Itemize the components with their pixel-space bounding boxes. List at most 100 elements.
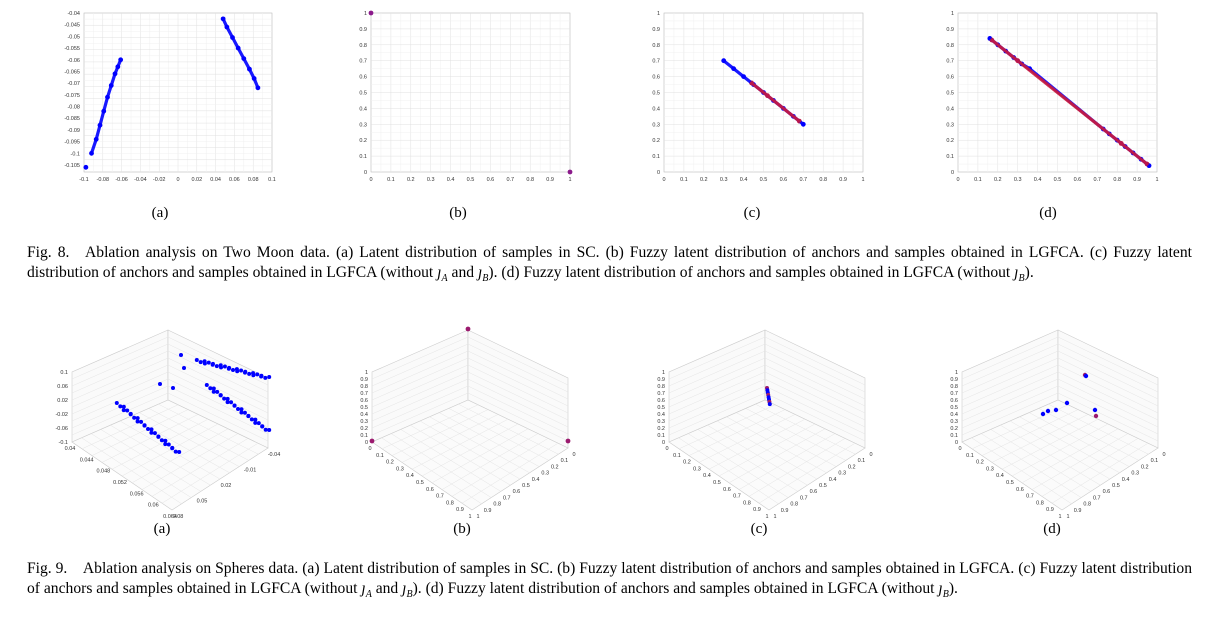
caption-text: ). xyxy=(948,579,958,597)
fig9-panel-c: 00.10.20.30.40.50.60.70.80.9100.10.20.30… xyxy=(657,329,873,537)
x-tick-label: 0.3 xyxy=(693,466,701,472)
gridline xyxy=(1057,336,1159,386)
gridline xyxy=(110,424,211,486)
gridline xyxy=(668,385,766,429)
x-tick-label: 0.7 xyxy=(733,494,741,500)
gridline xyxy=(764,392,866,442)
caption-text: and xyxy=(371,579,403,597)
symbol-jB: ȷB xyxy=(477,263,489,284)
z-tick-label: 0 xyxy=(662,440,665,446)
data-point xyxy=(1040,411,1046,417)
data-series xyxy=(990,38,1149,166)
x-tick-label: 0.08 xyxy=(248,177,259,183)
y-tick-label: -0.07 xyxy=(67,81,80,87)
y-tick-label: 0.6 xyxy=(1103,489,1111,495)
y-tick-label: 0.2 xyxy=(946,138,954,144)
y-tick-label: 0.7 xyxy=(946,59,954,65)
gridline xyxy=(167,371,269,421)
x-tick-label: 0.9 xyxy=(1046,507,1054,513)
z-tick-label: 0.1 xyxy=(360,433,368,439)
y-tick-label: 0.4 xyxy=(829,477,837,483)
subfigure-label: (b) xyxy=(449,205,467,221)
z-tick-label: -0.06 xyxy=(55,426,68,432)
gridline xyxy=(697,429,798,492)
gridline xyxy=(678,437,779,505)
fig9-panel-a: 0.10.060.02-0.02-0.06-0.10.040.0440.0480… xyxy=(55,329,280,537)
data-point xyxy=(121,404,126,409)
y-tick-label: -0.1 xyxy=(71,151,80,157)
data-point xyxy=(219,365,224,370)
data-point xyxy=(239,410,244,415)
y-tick-label: 0.3 xyxy=(838,471,846,477)
gridline xyxy=(371,336,469,380)
data-point xyxy=(239,368,244,373)
z-tick-label: 1 xyxy=(662,370,665,376)
y-tick-label: 0.5 xyxy=(359,91,367,97)
data-point xyxy=(218,393,223,398)
y-tick-label: 0 xyxy=(1162,452,1165,458)
y-tick-label: 0.2 xyxy=(848,464,856,470)
x-tick-label: 0.8 xyxy=(1113,177,1121,183)
y-tick-label: 0.3 xyxy=(1131,471,1139,477)
data-point xyxy=(225,400,230,405)
gridline xyxy=(961,385,1059,429)
x-tick-label: 0.4 xyxy=(740,177,748,183)
y-tick-label: 0.2 xyxy=(652,138,660,144)
x-tick-label: 1 xyxy=(568,177,571,183)
gridline xyxy=(668,371,766,415)
y-tick-label: 0.1 xyxy=(946,154,954,160)
x-tick-label: 0.2 xyxy=(683,460,691,466)
y-tick-label: 0.7 xyxy=(503,495,511,501)
gridline xyxy=(151,438,249,497)
gridline xyxy=(1057,343,1159,393)
y-tick-label: 0.4 xyxy=(1122,477,1130,483)
data-point xyxy=(232,403,237,408)
gridline xyxy=(71,350,169,394)
data-point xyxy=(222,364,227,369)
x-tick-label: 0.2 xyxy=(994,177,1002,183)
data-point xyxy=(1045,408,1051,414)
x-tick-label: 0.6 xyxy=(426,487,434,493)
gridline xyxy=(961,343,1059,387)
gridline xyxy=(1057,378,1159,428)
x-tick-label: 0.2 xyxy=(407,177,415,183)
gridline xyxy=(971,437,1072,505)
x-tick-label: 0.7 xyxy=(1093,177,1101,183)
x-tick-label: 0.5 xyxy=(416,480,424,486)
data-point xyxy=(253,420,258,425)
subfigure-label: (c) xyxy=(744,205,761,221)
x-tick-label: 0.3 xyxy=(396,466,404,472)
gridline xyxy=(467,336,569,386)
x-tick-label: 0.9 xyxy=(1133,177,1141,183)
data-point xyxy=(1053,407,1059,413)
y-tick-label: 1 xyxy=(476,514,479,520)
x-tick-label: -0.02 xyxy=(153,177,166,183)
x-tick-label: 1 xyxy=(861,177,864,183)
data-point xyxy=(170,446,175,451)
symbol-jA: ȷA xyxy=(437,263,448,284)
y-tick-label: 0.02 xyxy=(221,483,232,489)
y-tick-label: 0.3 xyxy=(652,122,660,128)
gridline xyxy=(1057,357,1159,407)
x-tick-label: 0.1 xyxy=(268,177,276,183)
data-point xyxy=(135,416,140,421)
data-point xyxy=(263,427,268,432)
data-point xyxy=(206,360,211,365)
gridline xyxy=(764,343,866,393)
z-tick-label: 0.9 xyxy=(360,377,368,383)
x-tick-label: 0.06 xyxy=(148,503,159,509)
z-tick-label: 0.2 xyxy=(950,426,958,432)
z-tick-label: -0.1 xyxy=(59,440,68,446)
y-tick-label: 0.5 xyxy=(819,483,827,489)
data-point xyxy=(242,410,247,415)
data-point xyxy=(236,407,240,411)
x-tick-label: 0.3 xyxy=(1014,177,1022,183)
gridline xyxy=(91,433,192,498)
y-tick-label: 1 xyxy=(773,514,776,520)
x-tick-label: -0.08 xyxy=(97,177,110,183)
y-tick-label: 0.9 xyxy=(946,27,954,33)
y-tick-label: 0 xyxy=(951,170,954,176)
gridline xyxy=(668,357,766,401)
floor xyxy=(71,399,269,511)
x-tick-label: 0.1 xyxy=(680,177,688,183)
